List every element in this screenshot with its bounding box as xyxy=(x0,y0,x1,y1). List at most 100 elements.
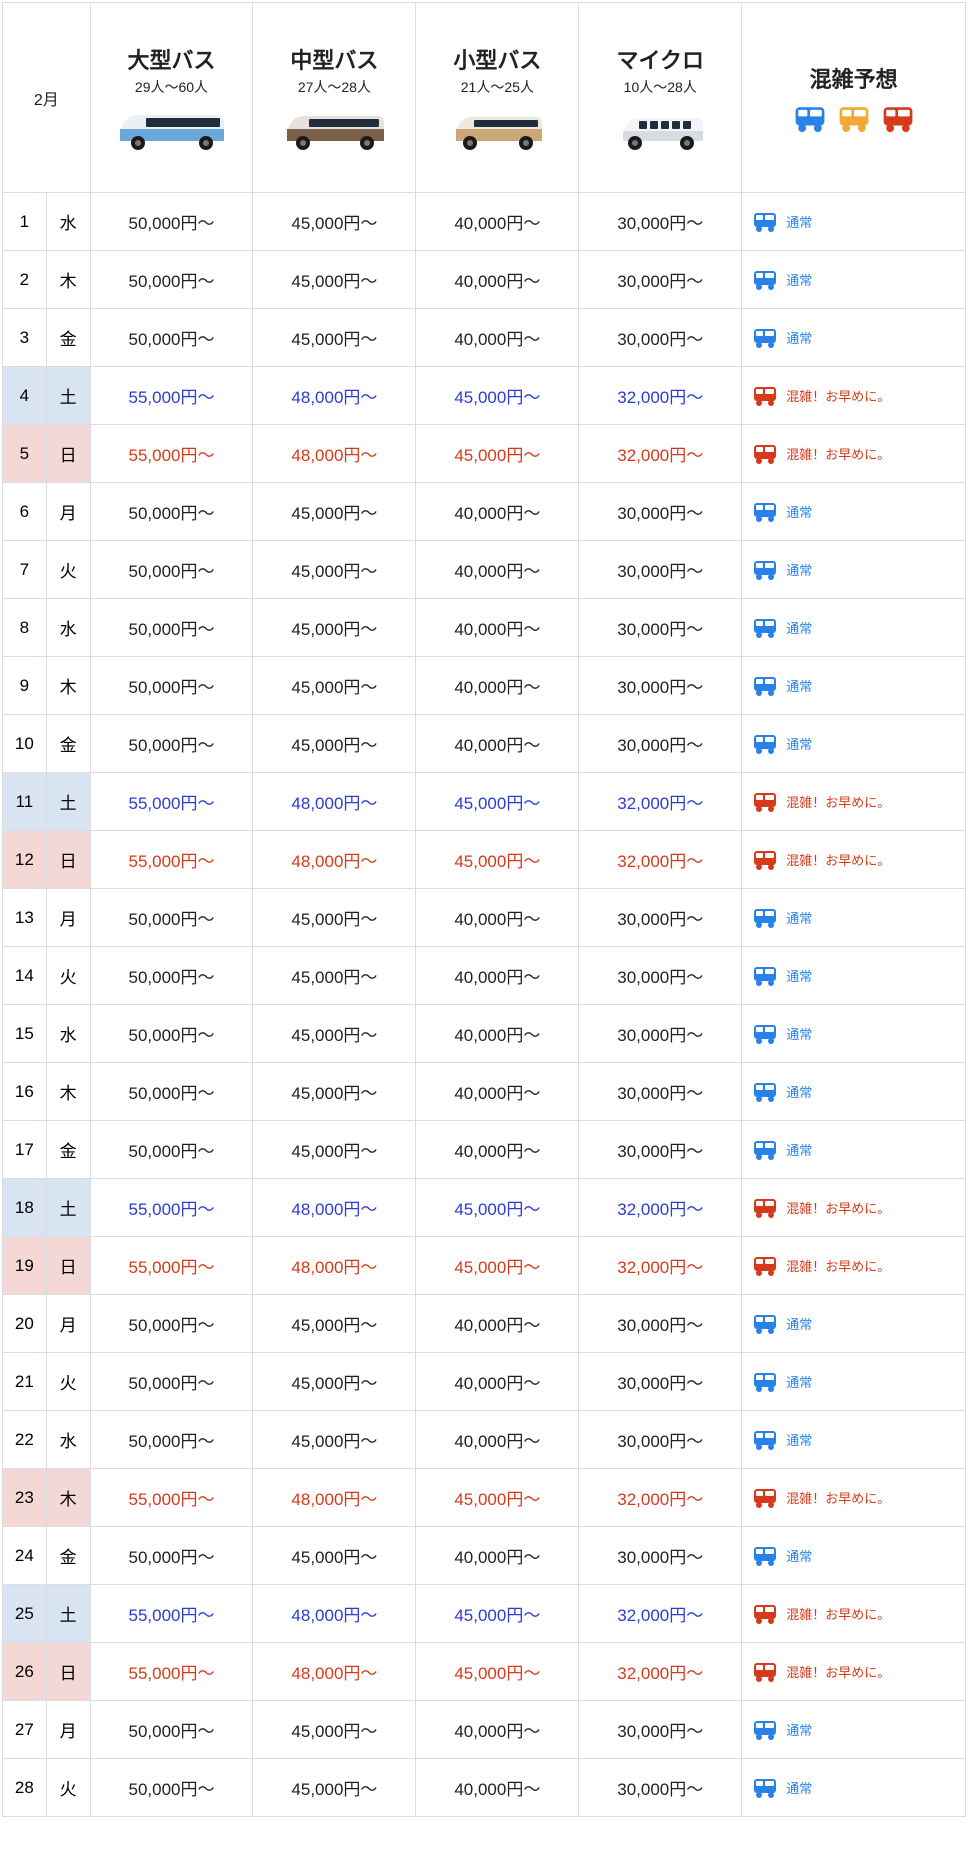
cell-price-large: 55,000円～ xyxy=(90,367,253,425)
cell-dayofweek: 日 xyxy=(46,1237,90,1295)
cell-price-large: 50,000円～ xyxy=(90,309,253,367)
table-row: 25土55,000円～48,000円～45,000円～32,000円～混雑！お早… xyxy=(3,1585,966,1643)
cell-dayofweek: 火 xyxy=(46,541,90,599)
header-congestion: 混雑予想 xyxy=(742,3,966,193)
cell-price-large: 55,000円～ xyxy=(90,1179,253,1237)
bus-large-icon xyxy=(116,105,226,153)
cell-price-large: 50,000円～ xyxy=(90,599,253,657)
cell-price-micro: 30,000円～ xyxy=(579,1411,742,1469)
cell-price-micro: 30,000円～ xyxy=(579,193,742,251)
cell-price-micro: 30,000円～ xyxy=(579,309,742,367)
congestion-label: 混雑！お早めに。 xyxy=(786,1662,890,1681)
bus-status-icon xyxy=(752,1197,778,1219)
cell-dayofweek: 水 xyxy=(46,599,90,657)
cell-price-micro: 32,000円～ xyxy=(579,367,742,425)
cell-price-micro: 32,000円～ xyxy=(579,773,742,831)
cell-congestion: 通常 xyxy=(742,1701,966,1759)
cell-date: 12 xyxy=(3,831,47,889)
cell-congestion: 混雑！お早めに。 xyxy=(742,773,966,831)
bus-status-icon xyxy=(752,385,778,407)
cell-price-micro: 32,000円～ xyxy=(579,1643,742,1701)
cell-price-micro: 30,000円～ xyxy=(579,1005,742,1063)
congestion-label: 混雑！お早めに。 xyxy=(786,1198,890,1217)
bus-status-icon-yellow xyxy=(837,104,871,134)
cell-dayofweek: 月 xyxy=(46,889,90,947)
cell-price-small: 45,000円～ xyxy=(416,773,579,831)
cell-price-small: 40,000円～ xyxy=(416,1701,579,1759)
cell-price-small: 40,000円～ xyxy=(416,947,579,1005)
bus-small-icon xyxy=(442,105,552,153)
table-row: 16木50,000円～45,000円～40,000円～30,000円～通常 xyxy=(3,1063,966,1121)
cell-congestion: 通常 xyxy=(742,1121,966,1179)
bus-status-icon xyxy=(752,1545,778,1567)
cell-dayofweek: 金 xyxy=(46,1527,90,1585)
bus-title: 小型バス xyxy=(453,43,541,75)
cell-price-medium: 45,000円～ xyxy=(253,1063,416,1121)
cell-dayofweek: 日 xyxy=(46,831,90,889)
price-calendar-table: 2月 大型バス 29人～60人 中型バス xyxy=(2,2,966,1817)
table-row: 4土55,000円～48,000円～45,000円～32,000円～混雑！お早め… xyxy=(3,367,966,425)
cell-congestion: 混雑！お早めに。 xyxy=(742,831,966,889)
cell-price-medium: 45,000円～ xyxy=(253,1759,416,1817)
bus-status-icon xyxy=(752,501,778,523)
cell-price-large: 50,000円～ xyxy=(90,1353,253,1411)
congestion-label: 通常 xyxy=(786,1546,812,1565)
cell-price-large: 50,000円～ xyxy=(90,251,253,309)
congestion-label: 通常 xyxy=(786,1430,812,1449)
table-row: 8水50,000円～45,000円～40,000円～30,000円～通常 xyxy=(3,599,966,657)
table-row: 20月50,000円～45,000円～40,000円～30,000円～通常 xyxy=(3,1295,966,1353)
cell-price-medium: 45,000円～ xyxy=(253,1295,416,1353)
cell-date: 2 xyxy=(3,251,47,309)
cell-congestion: 混雑！お早めに。 xyxy=(742,1179,966,1237)
cell-congestion: 通常 xyxy=(742,251,966,309)
congestion-label: 通常 xyxy=(786,676,812,695)
bus-capacity: 27人～28人 xyxy=(298,77,371,97)
cell-price-medium: 48,000円～ xyxy=(253,1179,416,1237)
cell-date: 7 xyxy=(3,541,47,599)
cell-dayofweek: 火 xyxy=(46,1353,90,1411)
cell-dayofweek: 土 xyxy=(46,1179,90,1237)
congestion-label: 通常 xyxy=(786,966,812,985)
cell-date: 3 xyxy=(3,309,47,367)
cell-price-large: 55,000円～ xyxy=(90,773,253,831)
congestion-label: 混雑！お早めに。 xyxy=(786,792,890,811)
cell-price-micro: 32,000円～ xyxy=(579,1237,742,1295)
congestion-label: 混雑！お早めに。 xyxy=(786,1604,890,1623)
cell-congestion: 通常 xyxy=(742,889,966,947)
cell-congestion: 通常 xyxy=(742,309,966,367)
cell-price-medium: 48,000円～ xyxy=(253,1469,416,1527)
table-row: 27月50,000円～45,000円～40,000円～30,000円～通常 xyxy=(3,1701,966,1759)
cell-dayofweek: 金 xyxy=(46,715,90,773)
cell-price-small: 40,000円～ xyxy=(416,1527,579,1585)
bus-status-icon xyxy=(752,1429,778,1451)
cell-price-small: 40,000円～ xyxy=(416,483,579,541)
table-row: 23木55,000円～48,000円～45,000円～32,000円～混雑！お早… xyxy=(3,1469,966,1527)
bus-status-icon xyxy=(752,1487,778,1509)
cell-dayofweek: 木 xyxy=(46,1063,90,1121)
cell-price-large: 50,000円～ xyxy=(90,1701,253,1759)
cell-congestion: 通常 xyxy=(742,1411,966,1469)
cell-price-large: 50,000円～ xyxy=(90,483,253,541)
congestion-label: 通常 xyxy=(786,908,812,927)
cell-price-medium: 48,000円～ xyxy=(253,773,416,831)
cell-price-medium: 45,000円～ xyxy=(253,1527,416,1585)
cell-price-medium: 45,000円～ xyxy=(253,251,416,309)
bus-status-icon xyxy=(752,675,778,697)
cell-price-small: 45,000円～ xyxy=(416,1237,579,1295)
cell-price-large: 50,000円～ xyxy=(90,1527,253,1585)
bus-status-icon xyxy=(752,733,778,755)
cell-date: 19 xyxy=(3,1237,47,1295)
bus-status-icon xyxy=(752,1777,778,1799)
cell-price-medium: 48,000円～ xyxy=(253,1237,416,1295)
cell-date: 18 xyxy=(3,1179,47,1237)
bus-capacity: 21人～25人 xyxy=(461,77,534,97)
table-row: 26日55,000円～48,000円～45,000円～32,000円～混雑！お早… xyxy=(3,1643,966,1701)
cell-price-small: 40,000円～ xyxy=(416,715,579,773)
cell-date: 28 xyxy=(3,1759,47,1817)
bus-status-icon xyxy=(752,1255,778,1277)
cell-price-micro: 30,000円～ xyxy=(579,715,742,773)
cell-date: 1 xyxy=(3,193,47,251)
cell-congestion: 通常 xyxy=(742,541,966,599)
cell-price-small: 40,000円～ xyxy=(416,193,579,251)
cell-price-small: 40,000円～ xyxy=(416,1063,579,1121)
